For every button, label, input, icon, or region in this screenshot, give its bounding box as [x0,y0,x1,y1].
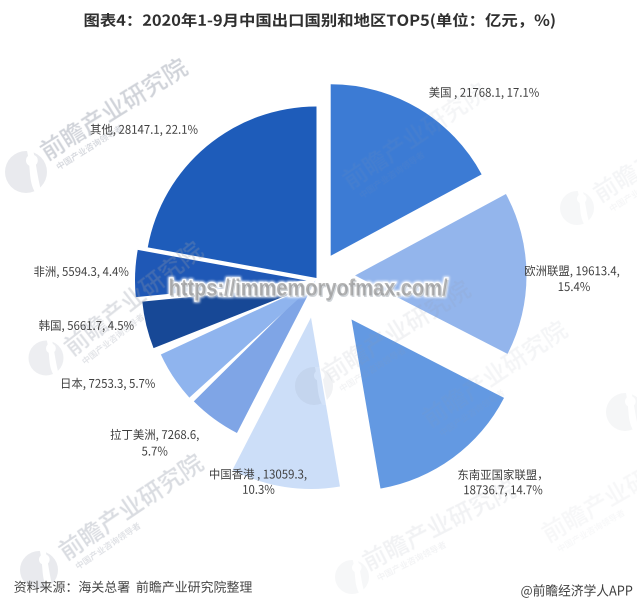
svg-text:https://immemoryofmax.com/: https://immemoryofmax.com/ [170,276,449,302]
svg-text:https://immemoryofmax.com/: https://immemoryofmax.com/ [169,275,448,301]
svg-text:https://immemoryofmax.com/: https://immemoryofmax.com/ [169,275,448,301]
svg-text:https://immemoryofmax.com/: https://immemoryofmax.com/ [169,275,448,301]
